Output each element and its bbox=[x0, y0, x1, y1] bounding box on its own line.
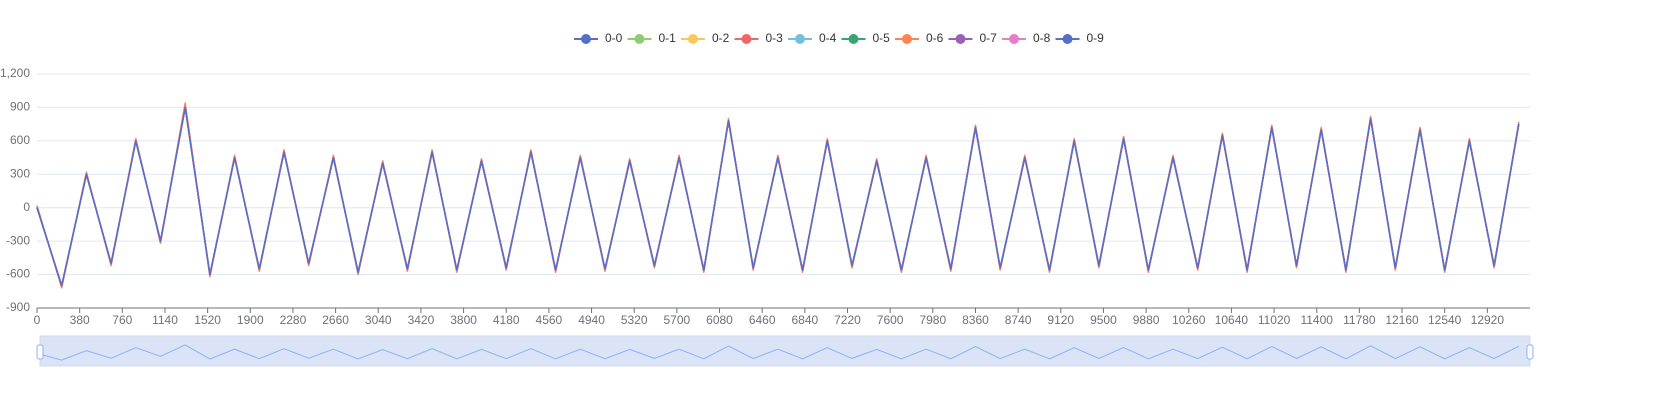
zoom-handle[interactable] bbox=[1526, 344, 1534, 360]
x-tick-label: 1140 bbox=[152, 313, 178, 327]
legend-item[interactable]: 0-5 bbox=[841, 31, 891, 45]
legend-item[interactable]: 0-2 bbox=[681, 31, 730, 45]
y-tick-label: -300 bbox=[6, 233, 30, 247]
legend-marker bbox=[688, 34, 698, 44]
series-line bbox=[36, 106, 1520, 287]
legend-item[interactable]: 0-3 bbox=[734, 31, 784, 45]
x-tick-label: 5700 bbox=[664, 313, 691, 327]
legend-marker bbox=[581, 34, 591, 44]
x-tick-label: 1520 bbox=[194, 313, 221, 327]
legend-label: 0-8 bbox=[1033, 31, 1051, 45]
x-tick-label: 3420 bbox=[408, 313, 435, 327]
x-tick-label: 3040 bbox=[365, 313, 392, 327]
legend-label: 0-7 bbox=[980, 31, 998, 45]
legend-marker bbox=[741, 34, 752, 44]
legend-item[interactable]: 0-0 bbox=[574, 31, 623, 45]
legend-marker bbox=[902, 34, 912, 44]
legend-item[interactable]: 0-6 bbox=[895, 31, 944, 45]
x-tick-label: 5320 bbox=[621, 313, 648, 327]
x-tick-label: 9120 bbox=[1047, 313, 1074, 327]
x-tick-label: 2280 bbox=[280, 313, 307, 327]
series-line bbox=[36, 103, 1520, 288]
x-tick-label: 12540 bbox=[1428, 313, 1462, 327]
y-tick-label: 0 bbox=[23, 200, 30, 214]
x-tick-label: 11020 bbox=[1258, 313, 1291, 327]
zoom-track bbox=[39, 335, 1531, 367]
x-tick-label: 6840 bbox=[791, 313, 818, 327]
x-tick-label: 11400 bbox=[1300, 313, 1333, 327]
series-line bbox=[36, 106, 1520, 287]
y-tick-label: -900 bbox=[6, 300, 30, 314]
x-tick-label: 1900 bbox=[237, 313, 264, 327]
legend-label: 0-2 bbox=[712, 31, 730, 45]
x-tick-label: 10260 bbox=[1172, 313, 1206, 327]
x-tick-label: 11780 bbox=[1343, 313, 1376, 327]
x-tick-label: 7980 bbox=[919, 313, 946, 327]
x-tick-label: 380 bbox=[70, 313, 90, 327]
legend-marker bbox=[848, 34, 859, 44]
legend-label: 0-1 bbox=[659, 31, 677, 45]
x-tick-label: 4940 bbox=[578, 313, 605, 327]
x-tick-label: 4560 bbox=[536, 313, 563, 327]
x-tick-label: 8740 bbox=[1005, 313, 1032, 327]
legend-marker bbox=[1062, 34, 1073, 44]
series-line bbox=[36, 106, 1520, 287]
zoom-handle[interactable] bbox=[36, 344, 44, 360]
legend-item[interactable]: 0-4 bbox=[788, 31, 837, 45]
x-tick-label: 7600 bbox=[877, 313, 904, 327]
x-tick-label: 4180 bbox=[493, 313, 520, 327]
x-tick-label: 9880 bbox=[1133, 313, 1160, 327]
legend-item[interactable]: 0-9 bbox=[1055, 31, 1105, 45]
legend-label: 0-0 bbox=[605, 31, 623, 45]
legend-marker bbox=[795, 34, 805, 44]
series-line bbox=[36, 106, 1520, 287]
legend-label: 0-4 bbox=[819, 31, 837, 45]
x-tick-label: 6460 bbox=[749, 313, 776, 327]
series-line bbox=[36, 102, 1520, 289]
x-tick-label: 7220 bbox=[834, 313, 861, 327]
x-tick-label: 0 bbox=[34, 313, 41, 327]
x-tick-label: 2660 bbox=[322, 313, 349, 327]
y-tick-label: 600 bbox=[10, 133, 30, 147]
x-tick-label: 8360 bbox=[962, 313, 989, 327]
x-tick-label: 3800 bbox=[450, 313, 477, 327]
legend-label: 0-6 bbox=[926, 31, 944, 45]
legend-label: 0-9 bbox=[1087, 31, 1105, 45]
x-tick-label: 10640 bbox=[1215, 313, 1249, 327]
y-tick-label: 900 bbox=[10, 100, 30, 114]
legend-item[interactable]: 0-8 bbox=[1002, 31, 1051, 45]
x-tick-label: 12160 bbox=[1385, 313, 1419, 327]
y-tick-label: 1,200 bbox=[0, 66, 30, 80]
legend-label: 0-5 bbox=[873, 31, 891, 45]
x-tick-label: 6080 bbox=[706, 313, 733, 327]
x-tick-label: 760 bbox=[112, 313, 132, 327]
series-line bbox=[36, 106, 1520, 287]
legend-marker bbox=[1009, 34, 1019, 44]
y-tick-label: -600 bbox=[6, 267, 30, 281]
zoom-preview bbox=[36, 344, 1520, 361]
series-line bbox=[36, 106, 1520, 287]
legend-item[interactable]: 0-7 bbox=[948, 31, 998, 45]
legend-marker bbox=[955, 34, 966, 44]
legend-label: 0-3 bbox=[766, 31, 784, 45]
legend-item[interactable]: 0-1 bbox=[627, 31, 677, 45]
x-tick-label: 9500 bbox=[1090, 313, 1117, 327]
series-line bbox=[36, 106, 1520, 287]
x-tick-label: 12920 bbox=[1471, 313, 1505, 327]
y-tick-label: 300 bbox=[10, 166, 30, 180]
legend-marker bbox=[634, 34, 645, 44]
series-line bbox=[36, 106, 1520, 287]
